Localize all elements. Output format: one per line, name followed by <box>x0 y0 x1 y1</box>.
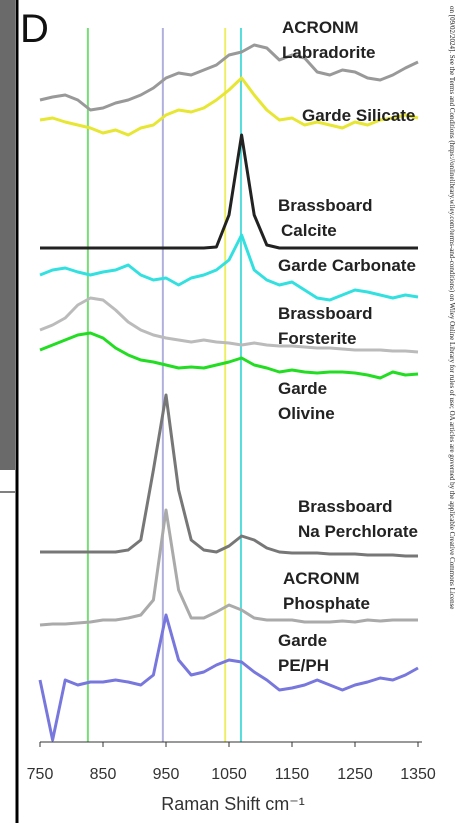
series-label: Brassboard Na Perchlorate <box>298 497 418 541</box>
spectrum <box>39 43 419 112</box>
x-tick-label: 1050 <box>211 766 247 783</box>
x-tick-label: 1150 <box>275 766 310 783</box>
panel-label: D <box>20 7 49 51</box>
series-label: ACRONM Labradorite <box>282 18 376 62</box>
image-strip-blank <box>0 470 15 823</box>
spectrum <box>39 331 419 380</box>
image-strip <box>0 0 15 470</box>
side-note: on [09/02/2024]. See the Terms and Condi… <box>448 6 456 609</box>
x-axis-title: Raman Shift cm⁻¹ <box>161 794 305 814</box>
spectrum <box>39 233 419 302</box>
spectrum <box>38 613 419 742</box>
spectrum <box>40 133 418 250</box>
x-tick-label: 950 <box>153 766 180 783</box>
spectrum <box>39 508 418 627</box>
spectrum <box>40 393 418 558</box>
series-label: Garde Carbonate <box>278 256 416 275</box>
series-label: Garde Olivine <box>278 379 335 423</box>
x-tick-label: 1250 <box>337 766 373 783</box>
x-tick-label: 1350 <box>400 766 436 783</box>
spectrum <box>39 76 419 137</box>
spectrum <box>39 296 419 354</box>
x-tick-label: 850 <box>90 766 117 783</box>
series-label: Brassboard Forsterite <box>278 304 372 348</box>
series-label: Garde Silicate <box>302 106 415 125</box>
x-tick-label: 750 <box>27 766 54 783</box>
series-label: Garde PE/PH <box>278 631 329 675</box>
series-label: ACRONM Phosphate <box>283 569 370 613</box>
series-label: Brassboard Calcite <box>278 196 372 240</box>
